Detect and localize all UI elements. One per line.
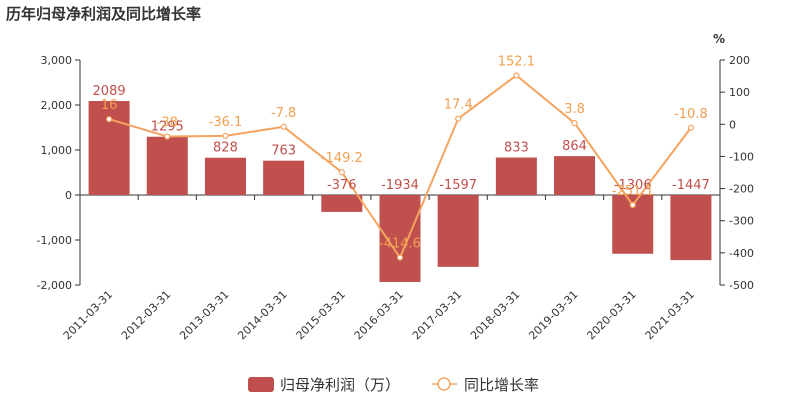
bar-value-label: -1306 (614, 178, 652, 193)
right-tick-label: 200 (729, 54, 750, 67)
line-value-label: 152.1 (498, 54, 535, 69)
line-point[interactable] (687, 124, 695, 131)
bar[interactable] (321, 195, 363, 212)
bar-value-label: 2089 (93, 84, 126, 99)
x-tick-label: 2016-03-31 (352, 288, 406, 342)
right-tick-label: -200 (729, 183, 754, 196)
x-tick-label: 2012-03-31 (119, 288, 173, 342)
x-tick-label: 2013-03-31 (177, 288, 231, 342)
line-point[interactable] (280, 123, 287, 130)
line-point[interactable] (396, 254, 404, 261)
left-tick-label: 2,000 (41, 99, 73, 112)
line-value-label: -38 (157, 116, 178, 131)
bar[interactable] (495, 157, 537, 195)
x-tick-label: 2011-03-31 (61, 288, 115, 342)
left-tick-label: 1,000 (41, 144, 73, 157)
x-tick-label: 2020-03-31 (584, 288, 638, 342)
line-point[interactable] (513, 72, 520, 79)
line-point[interactable] (571, 119, 578, 127)
bar[interactable] (554, 156, 596, 195)
x-tick-label: 2019-03-31 (526, 288, 580, 342)
line-point[interactable] (455, 115, 462, 122)
line-value-label: -251.1 (612, 184, 654, 199)
bar-value-label: 833 (504, 141, 529, 156)
bar[interactable] (263, 160, 305, 195)
bar-value-label: -1934 (381, 178, 419, 193)
bar-value-label: -1447 (672, 178, 710, 193)
bar-value-label: 828 (213, 141, 238, 156)
right-axis-unit: % (713, 32, 725, 46)
right-tick-label: -100 (729, 150, 754, 163)
bar[interactable] (204, 157, 246, 195)
bar-value-label: 1295 (151, 120, 184, 135)
right-tick-label: 0 (729, 118, 736, 131)
line-point[interactable] (222, 132, 229, 139)
line-value-label: -7.8 (271, 106, 296, 121)
line-value-label: -36.1 (209, 115, 243, 130)
legend-bar-swatch (248, 377, 274, 392)
x-tick-label: 2014-03-31 (235, 288, 289, 342)
line-value-label: 17.4 (444, 98, 473, 113)
bar[interactable] (146, 136, 188, 195)
line-value-label: -414.6 (379, 237, 421, 252)
right-tick-label: -300 (729, 215, 754, 228)
line-point[interactable] (338, 169, 345, 176)
x-tick-label: 2017-03-31 (410, 288, 464, 342)
right-tick-label: -500 (729, 279, 754, 292)
left-tick-label: 0 (65, 189, 72, 202)
right-tick-label: 100 (729, 86, 750, 99)
legend-line-label: 同比增长率 (464, 376, 539, 394)
left-tick-label: -1,000 (37, 234, 72, 247)
x-tick-label: 2015-03-31 (294, 288, 348, 342)
line-value-label: 16 (101, 98, 118, 113)
bar[interactable] (670, 195, 712, 261)
bar[interactable] (88, 100, 130, 195)
chart-title: 历年归母净利润及同比增长率 (6, 5, 201, 23)
x-tick-label: 2018-03-31 (468, 288, 522, 342)
legend-bar-label: 归母净利润（万） (280, 376, 400, 394)
line-series (105, 72, 695, 261)
bar-value-label: 864 (562, 139, 587, 154)
left-tick-label: -2,000 (37, 279, 72, 292)
left-tick-label: 3,000 (41, 54, 73, 67)
legend-line-marker (437, 377, 451, 391)
bar[interactable] (437, 195, 479, 267)
right-tick-label: -400 (729, 247, 754, 260)
bar-value-label: -376 (327, 178, 357, 193)
bar-value-label: -1597 (439, 178, 477, 193)
x-tick-label: 2021-03-31 (643, 288, 697, 342)
bar-value-label: 763 (271, 144, 296, 159)
line-value-label: 3.8 (564, 102, 585, 117)
line-value-label: -10.8 (674, 107, 708, 122)
line-point[interactable] (164, 133, 171, 140)
line-value-label: -149.2 (321, 151, 363, 166)
legend[interactable]: 归母净利润（万） 同比增长率 (248, 376, 539, 394)
line-point[interactable] (629, 201, 636, 209)
line-point[interactable] (105, 116, 113, 123)
